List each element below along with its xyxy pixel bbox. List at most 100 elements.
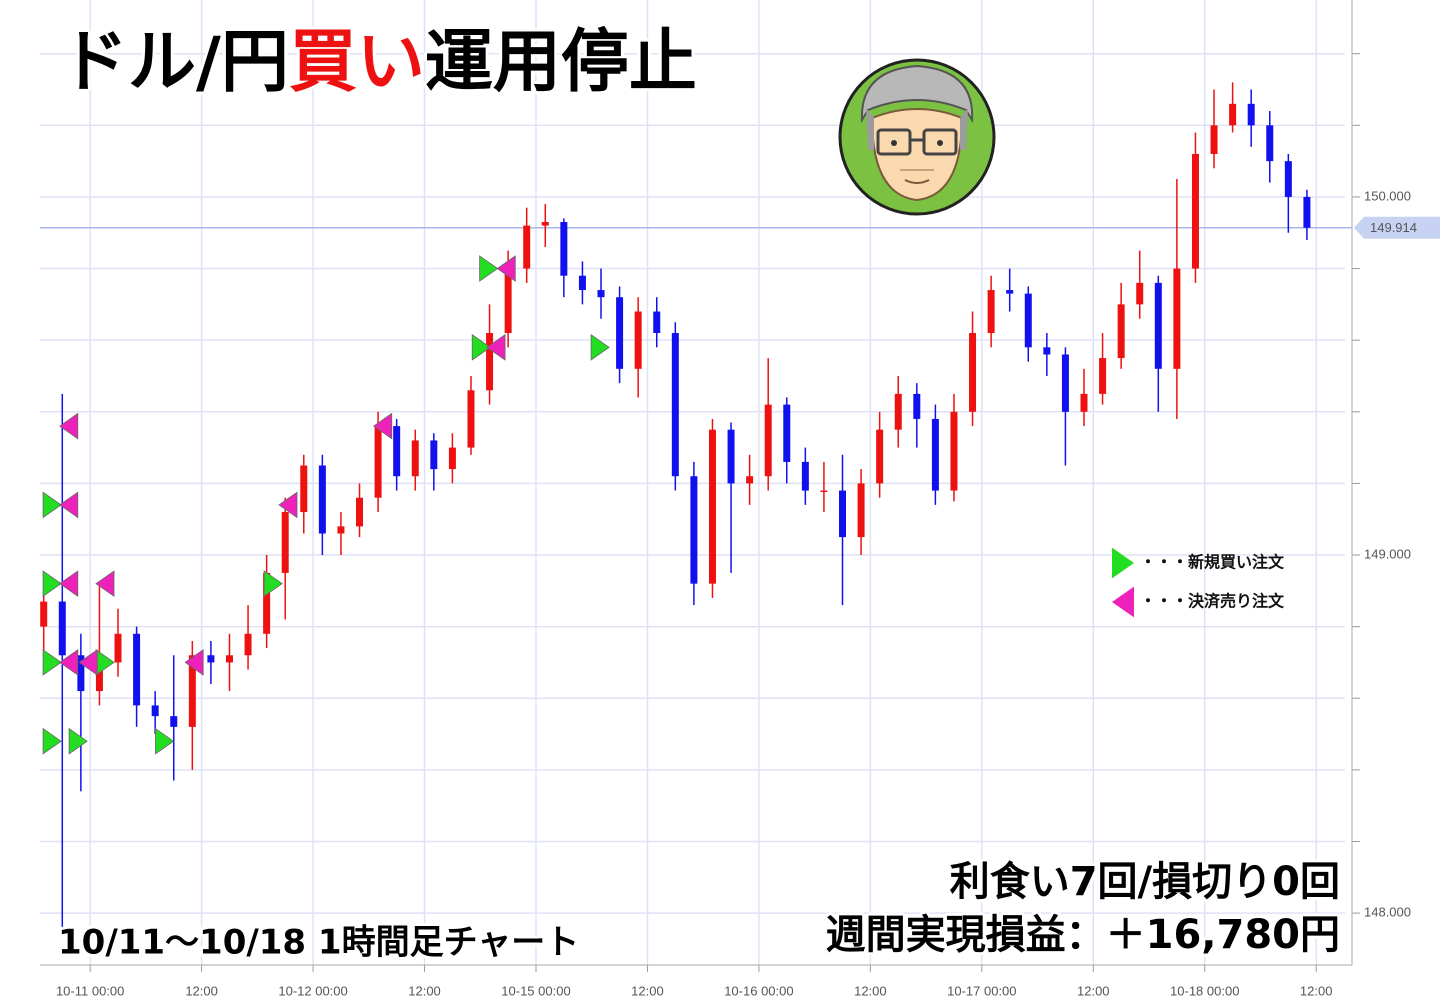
candle-body bbox=[114, 633, 122, 663]
candle-body bbox=[1080, 393, 1088, 412]
candle-body bbox=[448, 447, 456, 470]
title-segment: ドル/円 bbox=[60, 23, 289, 102]
candle-body bbox=[950, 411, 958, 491]
order-marker bbox=[479, 255, 499, 282]
candle-body bbox=[170, 716, 178, 727]
candle-body bbox=[58, 601, 66, 656]
legend-label: ・・・新規買い注文 bbox=[1140, 553, 1285, 572]
candle-body bbox=[504, 268, 512, 334]
candle-body bbox=[1154, 282, 1162, 369]
marks: ・・・新規買い注文・・・決済売り注文 bbox=[40, 82, 1311, 931]
x-tick-label: 10-16 00:00 bbox=[724, 983, 793, 998]
candle-body bbox=[95, 662, 103, 692]
candle-body bbox=[225, 655, 233, 663]
order-marker bbox=[471, 333, 491, 361]
order-marker bbox=[78, 649, 98, 676]
candle-body bbox=[1284, 161, 1292, 197]
candle-body bbox=[616, 297, 624, 369]
candle-body bbox=[746, 476, 754, 484]
order-marker bbox=[68, 727, 88, 755]
candle-body bbox=[1266, 125, 1274, 162]
grid: 148.000 149.000 150.000 10-11 00:00 12:00 10-… bbox=[40, 0, 1440, 998]
title-segment: 運用停止 bbox=[425, 23, 697, 102]
candle-body bbox=[1303, 196, 1311, 228]
order-marker bbox=[95, 649, 115, 676]
avatar bbox=[838, 58, 996, 216]
candle-body bbox=[1043, 347, 1051, 355]
x-tick-label: 10-11 00:00 bbox=[56, 983, 124, 998]
order-marker bbox=[278, 491, 298, 519]
candle-body bbox=[1024, 293, 1032, 348]
x-tick-label: 10-15 00:00 bbox=[501, 983, 570, 998]
candle-body bbox=[1099, 358, 1107, 394]
candle-body bbox=[913, 393, 921, 419]
overlay-text: ドル/円買い運用停止 利食い7回/損切り0回 週間実現損益：＋16,780円 1… bbox=[55, 20, 1343, 966]
order-marker bbox=[496, 255, 516, 282]
y-tick-label: 150.000 bbox=[1364, 188, 1411, 203]
candle-body bbox=[393, 426, 401, 477]
candle-body bbox=[1173, 268, 1181, 369]
candle-body bbox=[764, 404, 772, 477]
x-tick-label: 10-18 00:00 bbox=[1170, 983, 1239, 998]
x-tick-label: 12:00 bbox=[854, 983, 887, 998]
order-marker bbox=[155, 727, 175, 755]
candle-body bbox=[300, 465, 308, 513]
order-marker bbox=[42, 727, 62, 755]
order-marker bbox=[59, 412, 79, 440]
candle-body bbox=[523, 225, 531, 269]
legend-label: ・・・決済売り注文 bbox=[1140, 592, 1285, 611]
y-tick-label: 148.000 bbox=[1364, 905, 1411, 920]
candle-body bbox=[263, 572, 271, 634]
candle-body bbox=[188, 655, 196, 727]
candle-body bbox=[597, 290, 605, 298]
current-price-label: 149.914 bbox=[1370, 220, 1417, 235]
candle-body bbox=[77, 655, 85, 692]
candle-body bbox=[783, 404, 791, 462]
candle-body bbox=[634, 311, 642, 369]
annotation: 利食い7回/損切り0回 bbox=[950, 859, 1340, 905]
order-marker bbox=[263, 570, 283, 598]
candle-body bbox=[727, 429, 735, 484]
candle-body bbox=[374, 426, 382, 498]
candle-body bbox=[337, 526, 345, 534]
candle-body bbox=[560, 222, 568, 276]
candle-body bbox=[857, 483, 865, 538]
candle-body bbox=[1229, 103, 1237, 126]
x-tick-label: 12:00 bbox=[1300, 983, 1333, 998]
x-tick-label: 12:00 bbox=[1077, 983, 1110, 998]
candle-body bbox=[671, 333, 679, 477]
x-tick-label: 10-12 00:00 bbox=[278, 983, 347, 998]
candle-body bbox=[894, 393, 902, 430]
candle-body bbox=[1006, 290, 1014, 294]
order-marker bbox=[59, 570, 79, 598]
candle-body bbox=[1191, 153, 1199, 269]
candle-body bbox=[708, 429, 716, 584]
order-marker bbox=[42, 570, 62, 598]
candle-body bbox=[931, 418, 939, 491]
title-segment: 買い bbox=[289, 23, 425, 102]
candle-body bbox=[876, 429, 884, 484]
candle-body bbox=[281, 512, 289, 573]
candle-body bbox=[207, 655, 215, 663]
order-marker bbox=[42, 491, 62, 519]
order-marker bbox=[42, 649, 62, 676]
x-tick-label: 12:00 bbox=[631, 983, 664, 998]
candle-body bbox=[411, 440, 419, 477]
order-marker bbox=[95, 570, 115, 598]
candle-body bbox=[820, 490, 828, 493]
candle-body bbox=[486, 333, 494, 391]
y-tick-label: 149.000 bbox=[1364, 546, 1411, 561]
candle-body bbox=[801, 461, 809, 491]
candle-body bbox=[1117, 304, 1125, 359]
current-price-box bbox=[1354, 216, 1440, 239]
candle-body bbox=[467, 390, 475, 448]
order-marker bbox=[486, 333, 506, 361]
annotation: 週間実現損益：＋16,780円 bbox=[826, 912, 1340, 958]
candle-body bbox=[578, 275, 586, 291]
x-tick-label: 10-17 00:00 bbox=[947, 983, 1016, 998]
candle-body bbox=[356, 497, 364, 527]
chart-title: ドル/円買い運用停止 bbox=[60, 23, 697, 102]
order-marker bbox=[59, 491, 79, 519]
order-marker bbox=[59, 649, 79, 676]
